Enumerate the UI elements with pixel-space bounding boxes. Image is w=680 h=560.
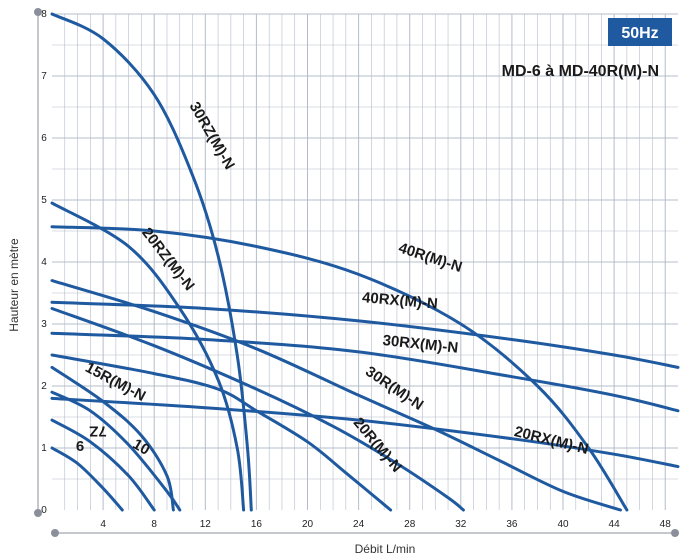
y-tick-label: 1 [41,443,47,454]
x-tick-label: 20 [302,519,314,530]
x-tick-label: 36 [506,519,518,530]
x-axis-end-dot [671,529,679,537]
performance-curves [50,12,680,512]
curve-label: 40RX(M)-N [361,289,438,313]
curve-7z [50,418,156,512]
curve-label: 30R(M)-N [362,363,426,414]
curve-15r-m-n [50,365,175,512]
y-tick-label: 0 [41,505,47,516]
x-tick-label: 8 [151,519,157,530]
curve-label: 30RX(M)-N [382,332,459,357]
chart-subtitle: MD-6 à MD-40R(M)-N [502,63,659,80]
frequency-badge [608,18,672,46]
x-tick-label: 40 [557,519,569,530]
x-tick-label: 16 [251,519,263,530]
curve-label: 7Z [89,422,107,439]
y-tick-label: 4 [41,257,47,268]
x-axis-title: Débit L/min [355,542,416,556]
curve-label: 30RZ(M)-N [186,99,238,172]
x-tick-label: 24 [353,519,365,530]
x-tick-label: 44 [609,519,621,530]
frequency-badge-text: 50Hz [621,25,658,42]
y-tick-label: 6 [41,133,47,144]
curve-label: 40R(M)-N [396,239,464,276]
y-axis-title: Hauteur en mètre [7,238,21,332]
curve-6 [50,446,124,512]
x-tick-label: 4 [100,519,106,530]
curve-20rx-m-n [50,396,680,469]
x-tick-label: 32 [455,519,467,530]
curve-label: 6 [76,438,84,455]
y-axis-end-dot [34,8,42,16]
curve-40r-m-n [50,225,629,512]
y-tick-label: 3 [41,319,47,330]
curve-30r-m-n [50,279,622,512]
curve-label: 10 [130,436,153,459]
curve-30rx-m-n [50,331,680,413]
curve-label: 20RX(M)-N [512,423,590,458]
y-tick-label: 8 [41,9,47,20]
x-tick-label: 48 [660,519,672,530]
x-tick-label: 12 [200,519,212,530]
curve-30rz-m-n [50,12,253,512]
curve-40rx-m-n [50,300,680,369]
curve-extra-steep [50,353,393,512]
x-tick-label: 28 [404,519,416,530]
y-axis-end-dot [34,509,42,517]
y-tick-label: 7 [41,71,47,82]
x-axis-end-dot [51,529,59,537]
curve-20rz-m-n [50,201,246,512]
y-tick-label: 5 [41,195,47,206]
y-tick-label: 2 [41,381,47,392]
